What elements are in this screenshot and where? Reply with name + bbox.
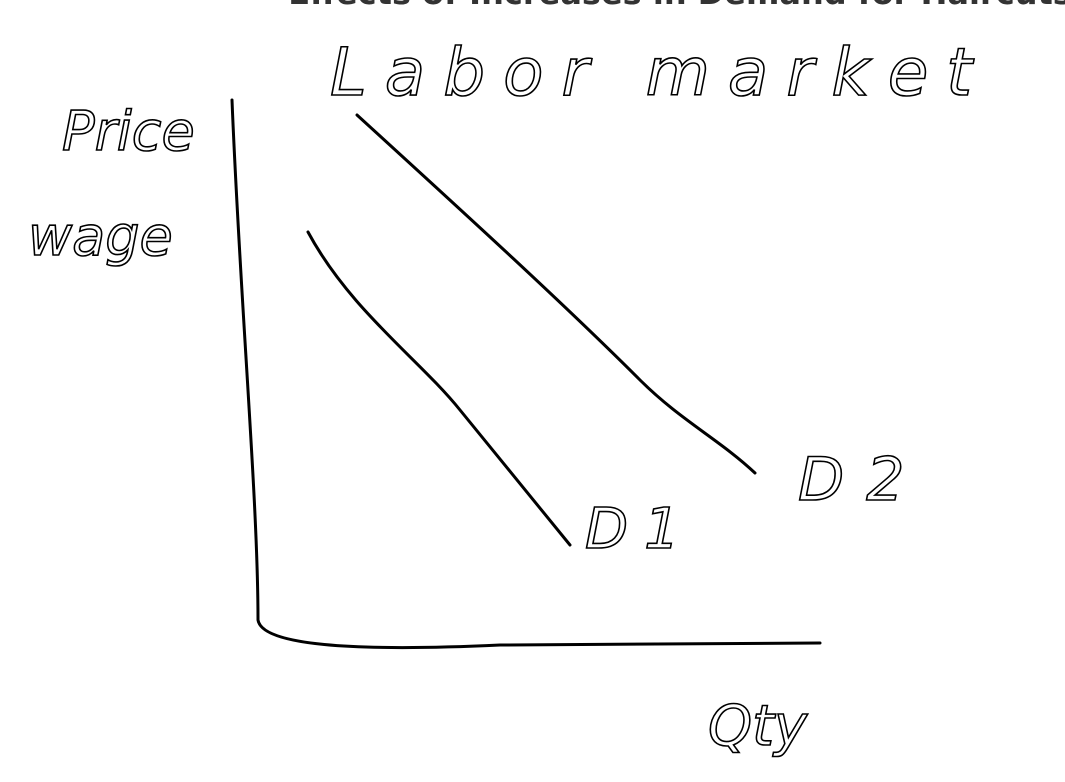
y-axis-label: Price	[62, 100, 195, 163]
x-axis-label: Qty	[708, 694, 808, 759]
demand-curve-1	[306, 230, 572, 547]
axes	[230, 98, 822, 650]
curve-1-label: D1	[585, 497, 696, 562]
market-label: Labor market	[330, 34, 990, 111]
title: Effects of Increases in Demand for Hairc…	[288, 0, 1065, 12]
curve-2-label: D2	[798, 445, 926, 515]
demand-curve-2	[355, 113, 757, 475]
y-axis-alt-label: wage	[28, 205, 173, 268]
